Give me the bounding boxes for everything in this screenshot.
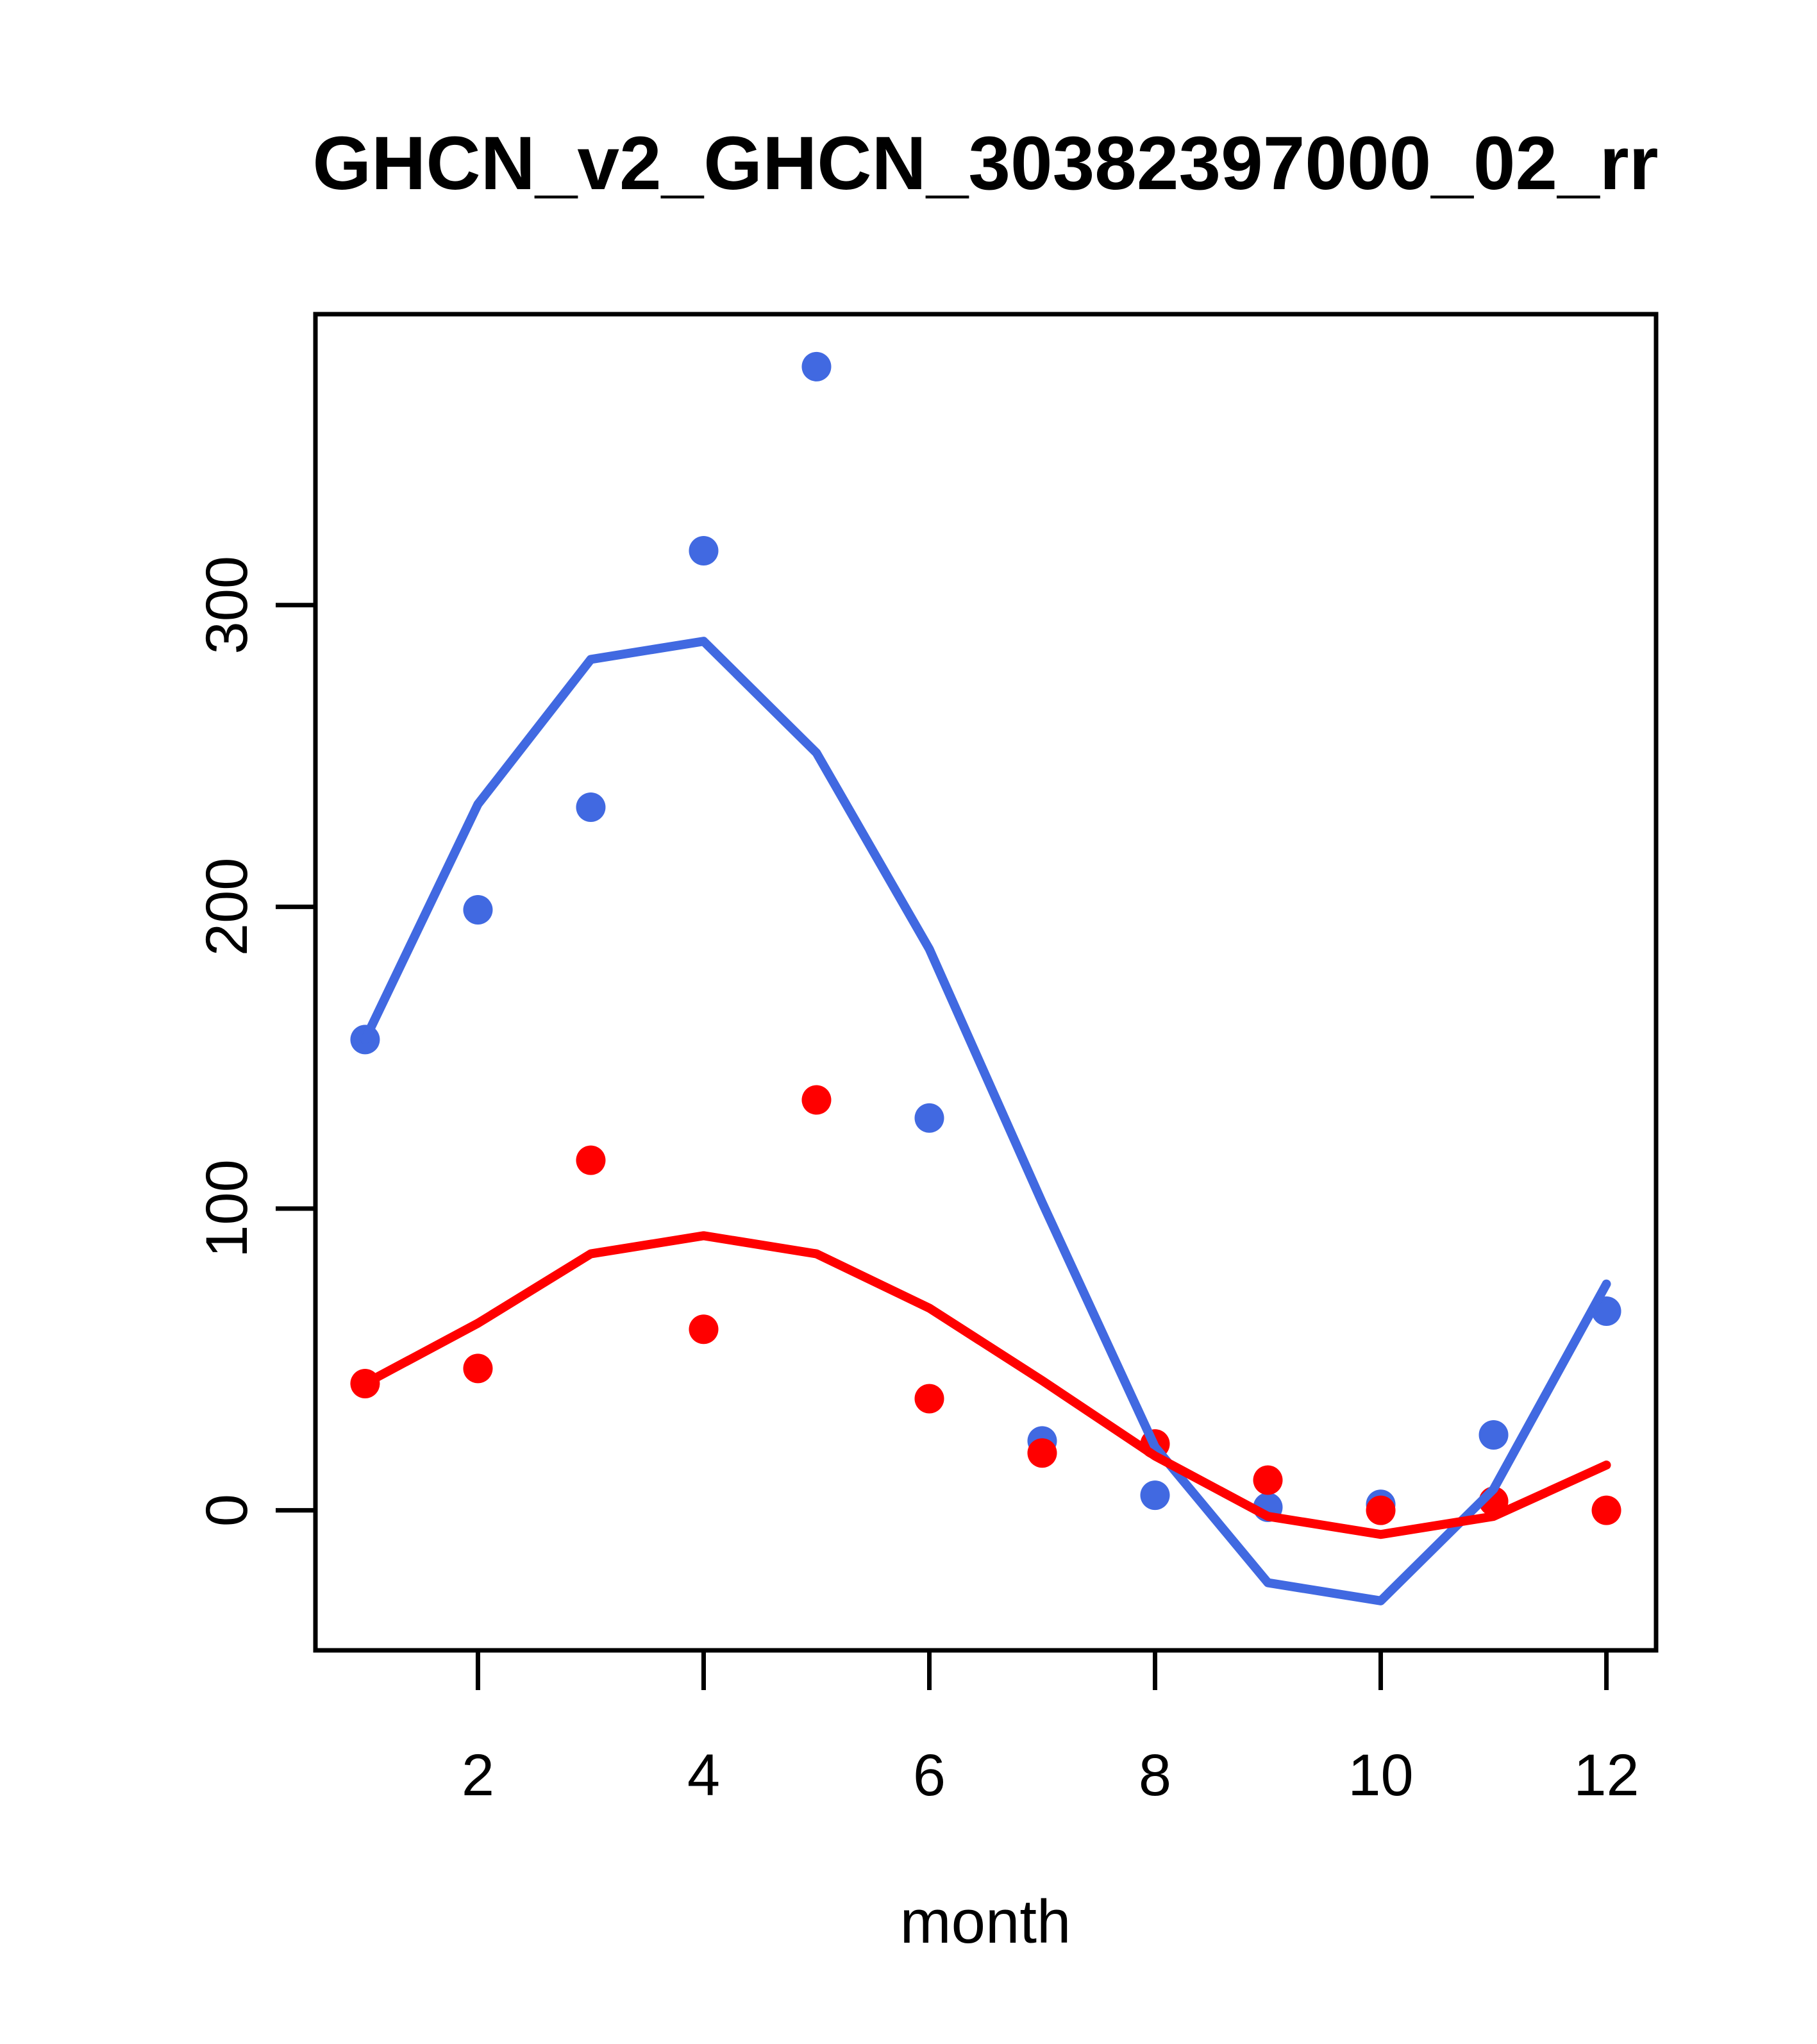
red-points-point <box>1366 1495 1396 1525</box>
red-points-point <box>1591 1495 1621 1525</box>
blue-line <box>360 637 1611 1605</box>
red-points-point <box>689 1314 719 1345</box>
red-line <box>360 1231 1611 1539</box>
red-points-point <box>576 1145 606 1175</box>
chart-title: GHCN_v2_GHCN_30382397000_02_rr <box>312 121 1658 206</box>
blue-points-point <box>914 1103 944 1133</box>
x-tick-label: 4 <box>687 1743 720 1808</box>
plot-box <box>313 312 1659 1653</box>
series-layer <box>350 351 1621 1605</box>
red-points-point <box>1253 1465 1283 1495</box>
blue-points-point <box>1140 1480 1170 1511</box>
y-tick-label: 0 <box>194 1494 260 1527</box>
x-axis-ticks: 2 4 6 8 10 12 <box>462 1650 1639 1808</box>
red-points-point <box>1027 1438 1057 1468</box>
x-tick-label: 6 <box>913 1743 946 1808</box>
y-tick-label: 300 <box>194 556 260 655</box>
x-tick-label: 2 <box>462 1743 494 1808</box>
red-points-point <box>801 1085 832 1115</box>
blue-points-point <box>576 792 606 823</box>
blue-points-point <box>463 895 493 925</box>
y-axis-ticks: 0 100 200 300 <box>194 556 315 1527</box>
blue-points-point <box>801 351 832 381</box>
x-tick-label: 10 <box>1348 1743 1413 1808</box>
red-points-point <box>463 1353 493 1384</box>
x-axis-label: month <box>900 1888 1071 1956</box>
red-points-point <box>914 1384 944 1414</box>
x-tick-label: 12 <box>1573 1743 1639 1808</box>
blue-points-point <box>1478 1420 1509 1450</box>
blue-points-point <box>689 535 719 565</box>
x-tick-label: 8 <box>1139 1743 1171 1808</box>
y-tick-label: 200 <box>194 858 260 957</box>
y-tick-label: 100 <box>194 1159 260 1258</box>
